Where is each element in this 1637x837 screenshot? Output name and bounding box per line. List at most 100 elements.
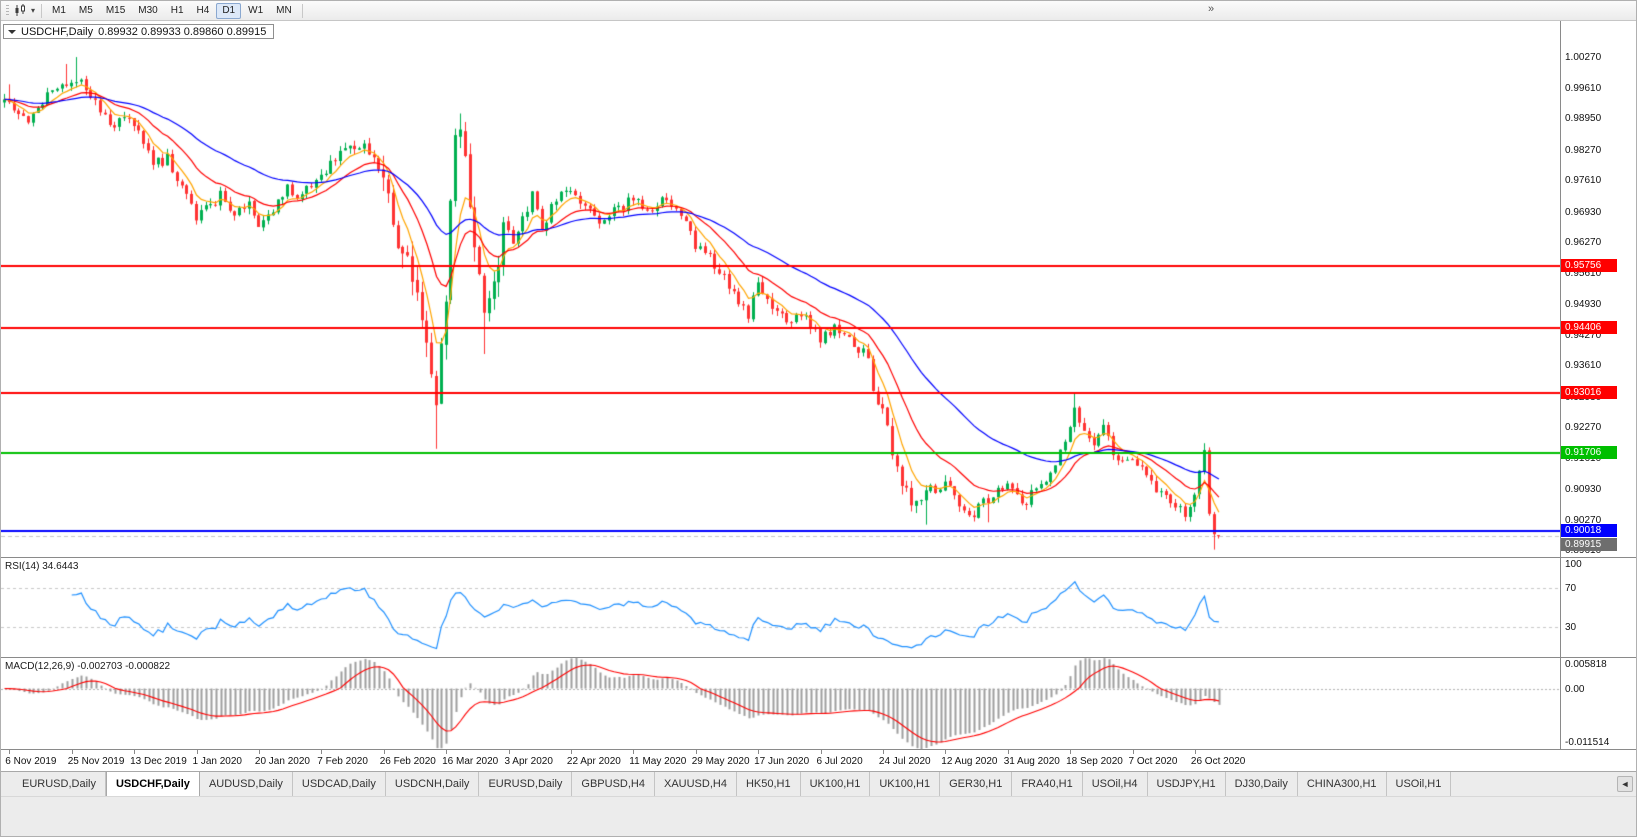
time-axis-label: 1 Jan 2020 — [192, 756, 243, 767]
hline-price-badge: 0.94406 — [1561, 321, 1617, 335]
chart-type-icon[interactable] — [13, 4, 29, 18]
chart-tab-hk50-h1[interactable]: HK50,H1 — [737, 772, 801, 796]
macd-scale-label: 0.00 — [1565, 683, 1585, 695]
timeframe-button-w1[interactable]: W1 — [248, 5, 264, 16]
dropdown-caret-icon[interactable]: ▾ — [31, 6, 36, 15]
rsi-name: RSI(14) — [5, 561, 40, 572]
time-axis-tick — [72, 750, 73, 754]
chart-menu-icon[interactable] — [8, 29, 16, 38]
chart-tab-eurusd-daily[interactable]: EURUSD,Daily — [479, 772, 573, 796]
price-tick-label: 0.94930 — [1565, 299, 1602, 311]
time-axis-tick — [1195, 750, 1196, 754]
price-scale[interactable]: 1.00270 0.99610 0.98950 0.98270 0.97610 0.969… — [1561, 21, 1636, 557]
chart-tab-audusd-daily[interactable]: AUDUSD,Daily — [200, 772, 293, 796]
chart-tab-usdchf-daily[interactable]: USDCHF,Daily — [105, 772, 200, 796]
time-axis-tick — [446, 750, 447, 754]
time-axis-tick — [1070, 750, 1071, 754]
price-tick-label: 0.92270 — [1565, 422, 1602, 434]
macd-scale[interactable]: 0.005818 0.00 -0.011514 — [1561, 658, 1636, 749]
toolbar-overflow-button[interactable]: » — [1207, 3, 1215, 15]
timeframe-button-m5[interactable]: M5 — [78, 5, 93, 16]
time-axis-label: 25 Nov 2019 — [67, 756, 125, 767]
time-axis-label: 6 Jul 2020 — [816, 756, 863, 767]
chart-tab-xauusd-h4[interactable]: XAUUSD,H4 — [655, 772, 737, 796]
hline-price-badge: 0.93016 — [1561, 385, 1617, 399]
time-axis-tick — [1008, 750, 1009, 754]
time-axis-tick — [758, 750, 759, 754]
price-chart-canvas[interactable] — [1, 21, 1560, 557]
tab-scroll-left-button[interactable]: ◄ — [1617, 776, 1633, 792]
chart-tab-dj30-daily[interactable]: DJ30,Daily — [1226, 772, 1298, 796]
macd-indicator-canvas[interactable] — [1, 658, 1560, 749]
chart-tab-china300-h1[interactable]: CHINA300,H1 — [1298, 772, 1387, 796]
time-axis-label: 22 Apr 2020 — [566, 756, 621, 767]
time-axis-label: 16 Mar 2020 — [442, 756, 499, 767]
timeframe-button-m15[interactable]: M15 — [105, 5, 126, 16]
price-tick-label: 0.98270 — [1565, 144, 1602, 156]
toolbar-separator — [41, 3, 43, 18]
chart-tab-usdcad-daily[interactable]: USDCAD,Daily — [293, 772, 386, 796]
time-axis-label: 26 Oct 2020 — [1190, 756, 1246, 767]
timeframe-button-d1[interactable]: D1 — [216, 2, 242, 19]
chart-tab-fra40-h1[interactable]: FRA40,H1 — [1012, 772, 1083, 796]
price-tick-label: 0.99610 — [1565, 82, 1602, 94]
price-tick-label: 0.97610 — [1565, 175, 1602, 187]
hline-price-badge: 0.95756 — [1561, 258, 1617, 272]
time-axis-tick — [134, 750, 135, 754]
chart-tab-uk100-h1[interactable]: UK100,H1 — [801, 772, 871, 796]
rsi-scale-label: 70 — [1565, 582, 1577, 594]
rsi-indicator-label: RSI(14) 34.6443 — [5, 561, 78, 572]
bid-price-badge: 0.89915 — [1561, 537, 1617, 551]
time-axis-label: 17 Jun 2020 — [754, 756, 810, 767]
timeframe-button-h1[interactable]: H1 — [170, 5, 184, 16]
timeframe-button-m1[interactable]: M1 — [52, 5, 66, 16]
panel-splitter[interactable] — [1, 557, 1636, 558]
rsi-value: 34.6443 — [42, 561, 79, 572]
time-axis-label: 6 Nov 2019 — [5, 756, 57, 767]
timeframe-button-m30[interactable]: M30 — [138, 5, 158, 16]
time-axis-tick — [821, 750, 822, 754]
rsi-scale[interactable]: 100 70 30 — [1561, 558, 1636, 657]
time-axis-label: 11 May 2020 — [629, 756, 687, 767]
time-axis-label: 31 Aug 2020 — [1003, 756, 1060, 767]
chart-tab-usdcnh-daily[interactable]: USDCNH,Daily — [386, 772, 480, 796]
chart-tab-eurusd-daily[interactable]: EURUSD,Daily — [13, 772, 106, 796]
price-tick-label: 0.98950 — [1565, 113, 1602, 125]
time-axis-tick — [384, 750, 385, 754]
chart-tab-ger30-h1[interactable]: GER30,H1 — [940, 772, 1013, 796]
price-tick-label: 0.93610 — [1565, 360, 1602, 372]
hline-price-badge: 0.90018 — [1561, 524, 1617, 538]
time-axis-label: 13 Dec 2019 — [130, 756, 187, 767]
timeframe-button-h4[interactable]: H4 — [196, 5, 210, 16]
chart-tab-gbpusd-h4[interactable]: GBPUSD,H4 — [572, 772, 655, 796]
price-scale-border — [1560, 21, 1561, 750]
macd-scale-label: -0.011514 — [1565, 737, 1610, 748]
hline-price-badge: 0.91706 — [1561, 446, 1617, 460]
chart-title-bar[interactable]: USDCHF,Daily 0.89932 0.89933 0.89860 0.8… — [3, 24, 275, 39]
chart-tab-usoil-h4[interactable]: USOil,H4 — [1083, 772, 1148, 796]
time-axis-tick — [696, 750, 697, 754]
time-axis-tick — [9, 750, 10, 754]
time-axis-label: 29 May 2020 — [691, 756, 750, 767]
time-axis-label: 24 Jul 2020 — [878, 756, 931, 767]
timeframe-button-mn[interactable]: MN — [276, 5, 292, 16]
time-axis[interactable]: 6 Nov 2019 25 Nov 2019 13 Dec 2019 1 Jan 20… — [1, 750, 1560, 771]
macd-indicator-label: MACD(12,26,9) -0.002703 -0.000822 — [5, 661, 170, 672]
price-tick-label: 0.95610 — [1565, 267, 1602, 279]
chart-ohlc-values: 0.89932 0.89933 0.89860 0.89915 — [98, 25, 267, 38]
panel-splitter[interactable] — [1, 657, 1636, 658]
time-axis-tick — [571, 750, 572, 754]
chart-tab-uk100-h1[interactable]: UK100,H1 — [870, 772, 941, 796]
macd-name: MACD(12,26,9) — [5, 661, 75, 672]
time-axis-tick — [883, 750, 884, 754]
toolbar-grip[interactable] — [6, 4, 9, 17]
chart-tab-usoil-h1[interactable]: USOil,H1 — [1387, 772, 1452, 796]
time-axis-tick — [197, 750, 198, 754]
chart-tab-usdjpy-h1[interactable]: USDJPY,H1 — [1148, 772, 1226, 796]
rsi-indicator-canvas[interactable] — [1, 558, 1560, 657]
timeframe-buttons: M1 M5 M15 M30 H1 H4 D1 W1 MN — [46, 2, 298, 19]
chart-tabs-bar: EURUSD,Daily USDCHF,Daily AUDUSD,Daily USDC… — [1, 771, 1636, 796]
time-axis-label: 3 Apr 2020 — [504, 756, 553, 767]
macd-scale-label: 0.005818 — [1565, 659, 1607, 670]
